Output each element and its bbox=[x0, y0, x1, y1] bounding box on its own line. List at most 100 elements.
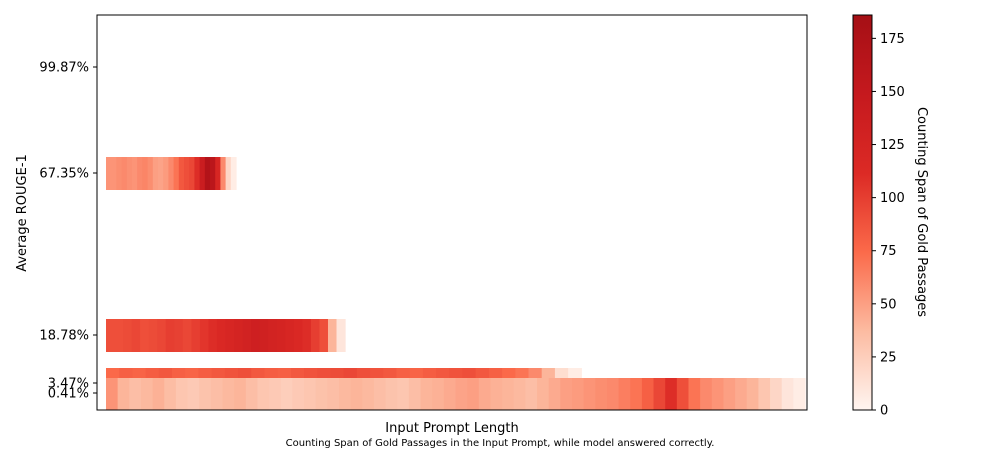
heatmap-cell bbox=[676, 378, 690, 410]
colorbar-tick-label: 100 bbox=[880, 191, 905, 206]
heatmap-cell bbox=[327, 378, 340, 410]
heatmap-cell bbox=[175, 378, 189, 410]
heatmap-cell bbox=[350, 378, 363, 410]
heatmap-cell bbox=[172, 368, 186, 378]
heatmap-cell bbox=[302, 319, 312, 352]
heatmap-cell bbox=[117, 378, 130, 410]
colorbar-tick-label: 125 bbox=[880, 138, 905, 153]
heatmap-cell bbox=[513, 378, 526, 410]
heatmap-cell bbox=[126, 157, 133, 190]
heatmap-cell bbox=[269, 378, 282, 410]
heatmap-cell bbox=[770, 378, 783, 410]
heatmap-cell bbox=[119, 368, 133, 378]
y-axis-label: Average ROUGE-1 bbox=[15, 154, 30, 272]
heatmap-cell bbox=[106, 319, 116, 352]
heatmap-cell bbox=[475, 368, 490, 378]
heatmap-cell bbox=[199, 157, 206, 190]
heatmap-cell bbox=[502, 368, 516, 378]
heatmap-cell bbox=[140, 378, 154, 410]
heatmap-cell bbox=[688, 378, 701, 410]
heatmap-cell bbox=[528, 368, 543, 378]
heatmap-cell bbox=[304, 378, 317, 410]
heatmap-cell bbox=[210, 378, 224, 410]
heatmap-cell bbox=[541, 368, 556, 378]
heatmap-cell bbox=[397, 378, 410, 410]
heatmap-cell bbox=[121, 157, 128, 190]
heatmap-cell bbox=[184, 157, 190, 190]
y-axis: 99.87% 67.35% 18.78% 3.47%0.41% bbox=[39, 61, 97, 402]
heatmap-cell bbox=[290, 368, 305, 378]
heatmap-cell bbox=[220, 157, 227, 190]
heatmap-cell bbox=[327, 319, 338, 352]
heatmap-row bbox=[106, 368, 582, 378]
colorbar-tick-label: 175 bbox=[880, 32, 905, 47]
heatmap-cell bbox=[208, 319, 218, 352]
heatmap-cell bbox=[225, 319, 235, 352]
heatmap-cell bbox=[595, 378, 608, 410]
heatmap-cell bbox=[257, 378, 270, 410]
heatmap-cell bbox=[259, 319, 269, 352]
heatmap-cell bbox=[164, 378, 177, 410]
heatmap-cell bbox=[106, 368, 120, 378]
heatmap-cell bbox=[443, 378, 457, 410]
heatmap-cell bbox=[187, 378, 200, 410]
heatmap-cell bbox=[455, 378, 468, 410]
heatmap-cell bbox=[488, 368, 503, 378]
heatmap-cell bbox=[210, 157, 216, 190]
heatmap-cell bbox=[356, 368, 371, 378]
heatmap-cell bbox=[234, 319, 244, 352]
heatmap-cell bbox=[537, 378, 550, 410]
heatmap-cell bbox=[449, 368, 464, 378]
heatmap-cell bbox=[163, 157, 170, 190]
y-tick-label: 3.47% bbox=[48, 377, 89, 392]
heatmap-cell bbox=[548, 378, 561, 410]
heatmap-cell bbox=[137, 157, 143, 190]
heatmap-cell bbox=[310, 319, 321, 352]
heatmap-cell bbox=[700, 378, 713, 410]
heatmap-cell bbox=[467, 378, 480, 410]
heatmap-cell bbox=[106, 157, 112, 190]
heatmap-cell bbox=[123, 319, 133, 352]
heatmap-cell bbox=[238, 368, 252, 378]
heatmap-cell bbox=[502, 378, 515, 410]
heatmap-cell bbox=[222, 378, 235, 410]
heatmap-cell bbox=[216, 319, 227, 352]
heatmap-cell bbox=[362, 378, 375, 410]
heatmap-cell bbox=[641, 378, 655, 410]
heatmap-cell bbox=[142, 157, 149, 190]
heatmap-cell bbox=[204, 157, 211, 190]
colorbar-label: Counting Span of Gold Passages bbox=[914, 107, 929, 317]
heatmap-cell bbox=[168, 157, 175, 190]
heatmap-cell bbox=[665, 378, 678, 410]
colorbar-tick-label: 50 bbox=[880, 297, 897, 312]
heatmap-cell bbox=[251, 319, 261, 352]
heatmap-cell bbox=[242, 319, 252, 352]
y-tick-label: 0.41% bbox=[48, 387, 89, 402]
heatmap-cell bbox=[420, 378, 433, 410]
heatmap-cell bbox=[199, 319, 210, 352]
heatmap-cell bbox=[152, 157, 159, 190]
heatmap-cell bbox=[490, 378, 503, 410]
heatmap-cell bbox=[157, 319, 167, 352]
heatmap-cell bbox=[132, 157, 138, 190]
heatmap-cell bbox=[147, 157, 154, 190]
heatmap-cell bbox=[422, 368, 437, 378]
heatmap-cell bbox=[129, 378, 142, 410]
heatmap-cell bbox=[148, 319, 158, 352]
heatmap-cell bbox=[293, 319, 303, 352]
chart-caption: Counting Span of Gold Passages in the In… bbox=[286, 438, 715, 449]
heatmap-cell bbox=[711, 378, 725, 410]
heatmap-cell bbox=[251, 368, 266, 378]
heatmap-cell bbox=[165, 319, 175, 352]
heatmap-cell bbox=[408, 378, 422, 410]
heatmap-cell bbox=[370, 368, 384, 378]
heatmap-cell bbox=[174, 319, 184, 352]
heatmap-cell bbox=[478, 378, 492, 410]
heatmap-row bbox=[106, 157, 237, 190]
heatmap-cell bbox=[385, 378, 398, 410]
heatmap-cell bbox=[158, 368, 173, 378]
heatmap-cell bbox=[572, 378, 585, 410]
y-tick-label: 99.87% bbox=[39, 61, 89, 76]
plot-area bbox=[96, 14, 808, 411]
